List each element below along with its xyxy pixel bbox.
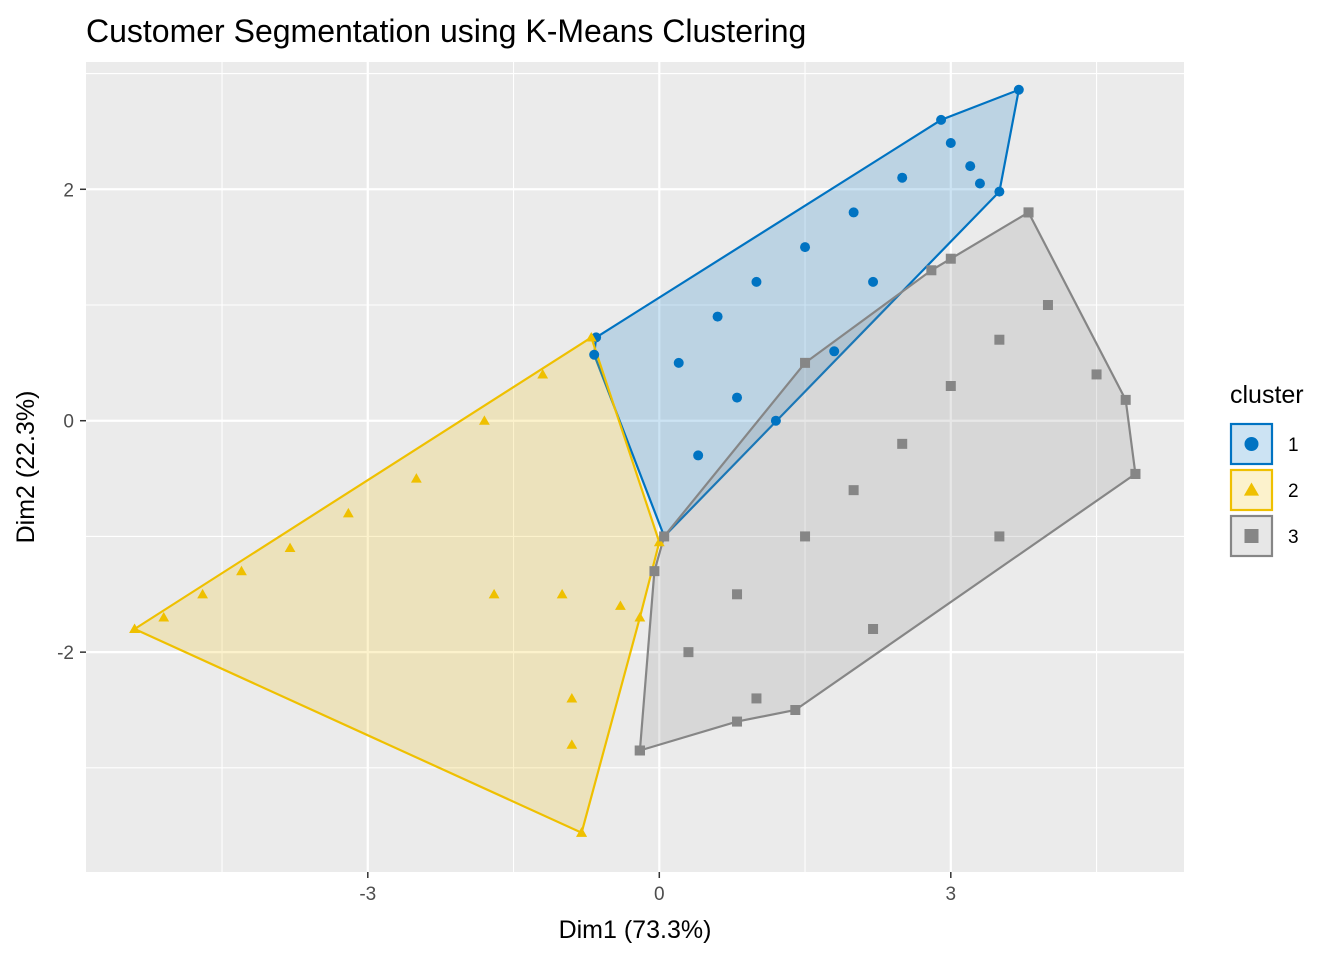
cluster-3-point <box>790 705 801 715</box>
cluster-points <box>129 84 1141 837</box>
cluster-3-point <box>1130 468 1141 479</box>
cluster-1-point <box>712 311 723 322</box>
cluster-3-point <box>868 624 879 634</box>
cluster-3-point <box>1091 369 1102 380</box>
y-tick-label: 2 <box>63 180 74 201</box>
cluster-2-point <box>566 693 578 703</box>
cluster-1-point <box>936 114 947 125</box>
legend: cluster 1 2 3 <box>1229 381 1304 558</box>
cluster-2-point <box>478 415 490 425</box>
cluster-1-point <box>868 276 879 287</box>
cluster-3-point <box>751 693 762 704</box>
cluster-2-point <box>556 588 568 599</box>
cluster-3-point <box>994 531 1005 542</box>
cluster-3-point <box>945 253 956 264</box>
cluster-3-point <box>848 485 859 496</box>
y-tick-label: 0 <box>63 412 74 433</box>
legend-key-cluster-1: 1 <box>1229 422 1299 466</box>
chart-title: Customer Segmentation using K-Means Clus… <box>86 13 806 49</box>
cluster-1-point <box>770 415 781 426</box>
x-tick-label: 0 <box>654 884 665 905</box>
cluster-2-point <box>576 827 587 837</box>
cluster-1-point <box>732 392 743 403</box>
cluster-2-point <box>566 739 578 749</box>
cluster-3-points <box>634 207 1141 756</box>
legend-key-cluster-3: 3 <box>1229 514 1299 558</box>
cluster-2-point <box>537 369 549 379</box>
legend-swatch <box>1229 468 1274 512</box>
cluster-2-point <box>284 542 296 553</box>
cluster-1-point <box>994 186 1005 197</box>
legend-label: 3 <box>1288 527 1299 548</box>
cluster-2-point <box>158 612 170 622</box>
y-axis-label: Dim2 (22.3%) <box>12 391 40 544</box>
x-tick-label: 3 <box>946 884 957 905</box>
cluster-3-point <box>649 566 660 577</box>
cluster-3-point <box>1120 394 1131 405</box>
legend-label: 2 <box>1288 481 1299 502</box>
cluster-1-point <box>589 349 600 360</box>
legend-label: 1 <box>1288 435 1299 456</box>
legend-marker <box>1244 529 1259 543</box>
legend-marker <box>1244 437 1259 451</box>
cluster-hulls <box>132 88 1137 835</box>
cluster-2-point <box>585 332 597 342</box>
axis-ticks: -3 0 3 -2 0 2 <box>57 180 956 905</box>
y-tick-label: -2 <box>57 643 74 664</box>
cluster-3-point <box>634 745 645 756</box>
cluster-3-point <box>945 381 956 391</box>
cluster-2-point <box>634 612 646 622</box>
cluster-3-point <box>732 589 743 600</box>
cluster-3-point <box>659 531 670 542</box>
cluster-1-point <box>848 207 859 218</box>
cluster-3-point <box>994 334 1005 345</box>
cluster-1-point <box>673 357 684 368</box>
cluster-1-point <box>751 276 762 287</box>
cluster-3-point <box>897 438 908 449</box>
cluster-1-point <box>829 346 840 357</box>
legend-marker <box>1243 482 1260 496</box>
cluster-2-points <box>129 332 665 837</box>
cluster-2-hull <box>132 335 661 835</box>
cluster-3-point <box>732 716 743 727</box>
cluster-1-point <box>965 161 976 172</box>
cluster-1-point <box>800 242 811 253</box>
cluster-1-point <box>945 138 956 148</box>
cluster-2-point <box>410 473 422 483</box>
legend-title: cluster <box>1230 381 1304 409</box>
cluster-3-point <box>800 531 811 542</box>
cluster-3-point <box>800 357 811 368</box>
cluster-1-point <box>1013 84 1024 95</box>
cluster-2-point <box>129 623 140 634</box>
x-axis-label: Dim1 (73.3%) <box>559 916 712 944</box>
cluster-3-point <box>1042 300 1053 310</box>
cluster-2-point <box>197 588 209 599</box>
x-tick-label: -3 <box>359 884 376 905</box>
cluster-3-point <box>926 265 937 276</box>
cluster-3-point <box>1023 207 1034 218</box>
legend-key-cluster-2: 2 <box>1229 468 1299 512</box>
cluster-1-point <box>897 172 908 183</box>
cluster-2-point <box>653 536 665 547</box>
cluster-2-point <box>488 588 500 599</box>
cluster-2-point <box>236 565 247 576</box>
cluster-2-point <box>615 600 626 610</box>
cluster-3-point <box>683 647 694 658</box>
cluster-1-point <box>974 178 985 189</box>
cluster-2-point <box>342 507 354 518</box>
cluster-1-point <box>693 450 704 461</box>
